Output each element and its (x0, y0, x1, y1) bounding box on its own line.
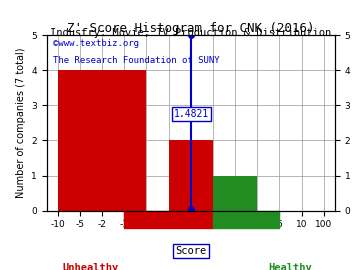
Text: Healthy: Healthy (269, 263, 312, 270)
Text: ©www.textbiz.org: ©www.textbiz.org (53, 39, 139, 48)
Text: 1.4821: 1.4821 (174, 109, 210, 119)
Y-axis label: Number of companies (7 total): Number of companies (7 total) (16, 48, 26, 198)
Bar (58, 70, 147, 211)
Text: Unhealthy: Unhealthy (63, 263, 119, 270)
Text: The Research Foundation of SUNY: The Research Foundation of SUNY (53, 56, 219, 65)
Bar (213, 176, 257, 211)
Text: Score: Score (175, 246, 206, 256)
Text: Industry: Movie, TV Production & Distribution: Industry: Movie, TV Production & Distrib… (50, 28, 332, 38)
Bar (168, 140, 213, 211)
Title: Z'-Score Histogram for CNK (2016): Z'-Score Histogram for CNK (2016) (67, 22, 315, 35)
